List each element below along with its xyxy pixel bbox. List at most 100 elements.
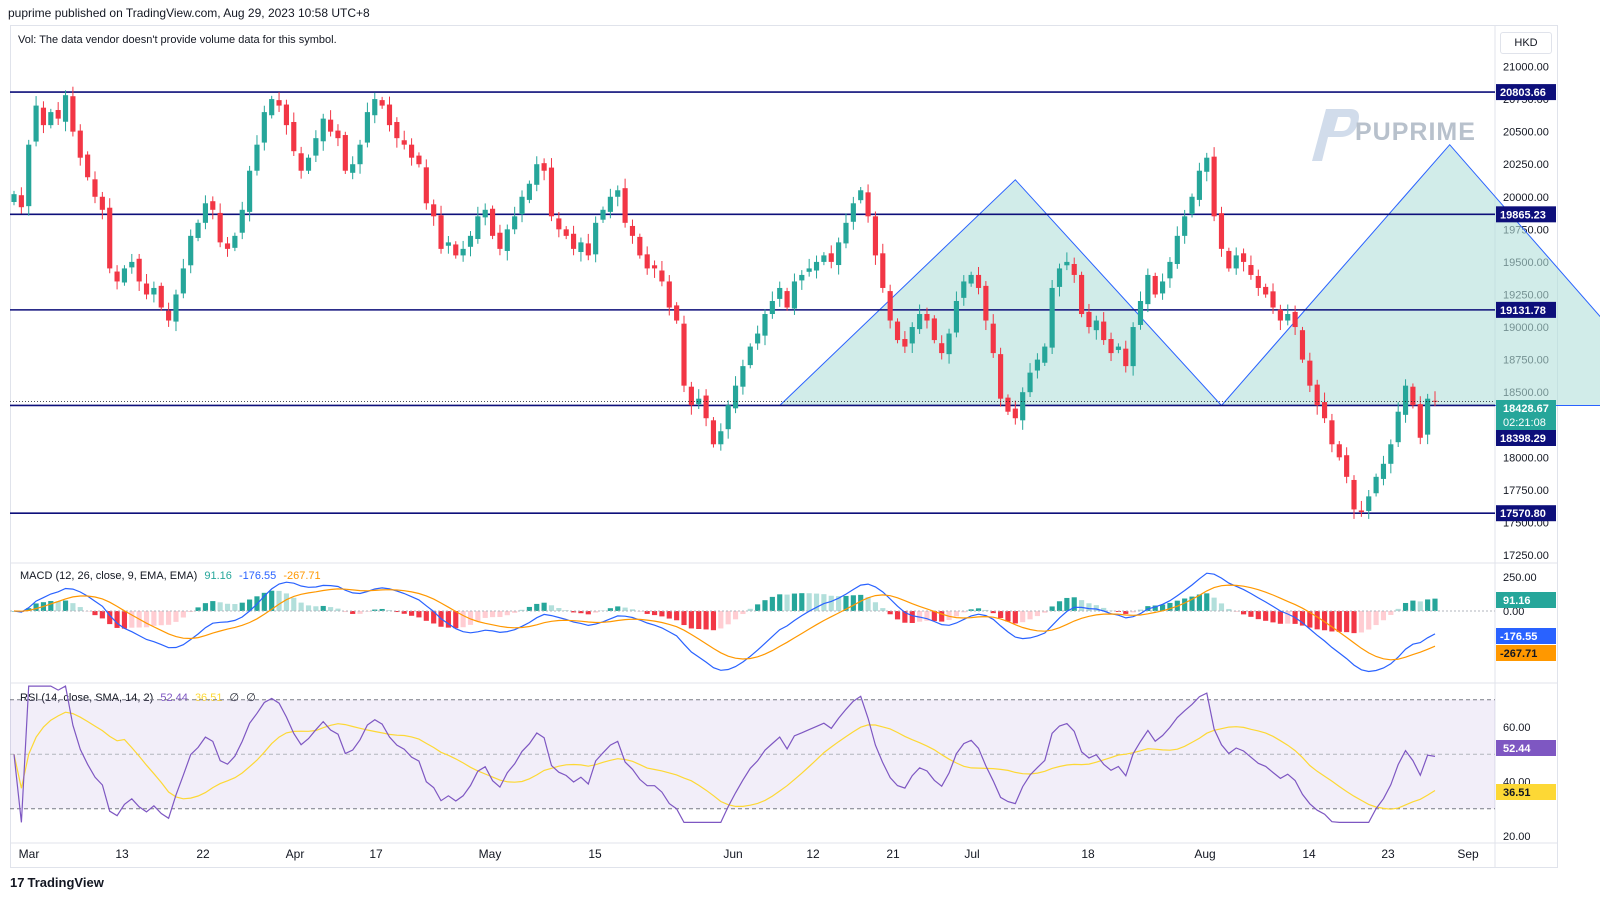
macd-legend-signal: -267.71 xyxy=(283,570,321,582)
candle xyxy=(1152,275,1158,295)
macd-histogram-bar xyxy=(703,611,709,630)
candle xyxy=(202,203,209,223)
candle xyxy=(1218,213,1225,249)
candle xyxy=(350,164,356,173)
candle xyxy=(953,300,960,333)
candle xyxy=(1137,300,1144,325)
macd-histogram-bar xyxy=(180,611,186,618)
macd-histogram-bar xyxy=(990,611,996,614)
macd-histogram-bar xyxy=(710,611,717,631)
candle xyxy=(894,321,901,341)
candle xyxy=(423,167,429,204)
macd-histogram-bar xyxy=(1182,598,1188,611)
time-tick-label: 22 xyxy=(196,847,210,861)
candle xyxy=(121,268,128,283)
candle xyxy=(806,268,812,272)
macd-histogram-bar xyxy=(188,611,194,613)
macd-histogram-bar xyxy=(445,611,451,628)
candle xyxy=(276,100,282,106)
macd-histogram-bar xyxy=(858,594,864,611)
macd-histogram-bar xyxy=(725,611,731,625)
candle xyxy=(799,274,805,281)
macd-histogram-bar xyxy=(261,592,267,611)
candle xyxy=(541,163,547,171)
macd-histogram-bar xyxy=(1086,603,1092,611)
candle xyxy=(1314,384,1320,406)
macd-histogram-bar xyxy=(1395,608,1401,611)
candle xyxy=(261,112,267,143)
candle xyxy=(961,281,967,298)
candle xyxy=(107,207,113,269)
macd-histogram-bar xyxy=(946,611,952,621)
macd-histogram-bar xyxy=(1240,611,1247,615)
candle xyxy=(1388,444,1394,464)
macd-histogram-bar xyxy=(1196,594,1202,611)
candle xyxy=(556,218,562,230)
macd-histogram-bar xyxy=(1255,611,1261,620)
candle xyxy=(482,209,488,218)
candle xyxy=(1329,420,1335,445)
macd-histogram-bar xyxy=(784,594,790,611)
macd-histogram-bar xyxy=(880,608,886,611)
macd-histogram-bar xyxy=(1344,611,1350,633)
candle xyxy=(1034,359,1040,371)
macd-histogram-bar xyxy=(1167,602,1173,611)
time-tick-label: Mar xyxy=(19,847,40,861)
candle xyxy=(850,203,856,222)
macd-histogram-bar xyxy=(1402,602,1409,611)
candle xyxy=(939,343,945,354)
macd-histogram-bar xyxy=(151,611,157,626)
candle xyxy=(718,431,724,445)
macd-histogram-bar xyxy=(357,611,363,614)
macd-histogram-bar xyxy=(813,593,820,611)
macd-histogram-bar xyxy=(777,594,783,611)
time-tick-label: 17 xyxy=(369,847,383,861)
currency-button[interactable]: HKD xyxy=(1500,32,1552,54)
level-price-tag xyxy=(1496,505,1556,522)
candle xyxy=(526,183,532,200)
macd-histogram-bar xyxy=(1049,606,1055,611)
macd-histogram-bar xyxy=(909,611,915,623)
candle xyxy=(386,104,393,126)
rsi-ma-tag xyxy=(1496,784,1556,800)
candle xyxy=(563,229,569,236)
macd-histogram-bar xyxy=(718,611,724,629)
macd-histogram-bar xyxy=(762,600,768,611)
macd-histogram-bar xyxy=(644,611,650,614)
time-tick-label: Jul xyxy=(964,847,979,861)
macd-histogram-bar xyxy=(121,611,128,629)
macd-legend-macd: -176.55 xyxy=(238,570,277,582)
macd-histogram-bar xyxy=(1321,611,1328,631)
macd-value-tag xyxy=(1496,628,1556,644)
candle xyxy=(1255,275,1261,288)
candle xyxy=(453,244,459,256)
time-tick-label: 14 xyxy=(1302,847,1316,861)
candle xyxy=(188,235,194,266)
time-tick-label: Jun xyxy=(723,847,742,861)
macd-tick-label: 0.00 xyxy=(1503,606,1524,618)
candle xyxy=(1366,496,1372,511)
macd-histogram-bar xyxy=(1366,611,1372,630)
macd-histogram-bar xyxy=(1329,611,1335,632)
macd-histogram-bar xyxy=(821,594,827,611)
rsi-tick-label: 20.00 xyxy=(1503,831,1531,843)
macd-histogram-bar xyxy=(1373,611,1379,626)
macd-histogram-bar xyxy=(224,603,231,611)
price-tick-label: 20000.00 xyxy=(1503,192,1549,204)
candle xyxy=(247,170,253,212)
macd-histogram-bar xyxy=(1233,611,1239,612)
rsi-tick-label: 60.00 xyxy=(1503,722,1531,734)
candle xyxy=(1321,402,1328,419)
macd-histogram-bar xyxy=(850,595,856,611)
candle xyxy=(1417,404,1423,438)
candle xyxy=(254,144,260,171)
macd-histogram-bar xyxy=(836,596,842,611)
candle xyxy=(224,243,231,249)
macd-histogram-bar xyxy=(1071,597,1077,611)
candle xyxy=(62,95,69,122)
macd-histogram-bar xyxy=(1380,611,1387,621)
candle xyxy=(975,274,982,288)
macd-histogram-bar xyxy=(386,610,393,611)
candle xyxy=(813,261,820,271)
